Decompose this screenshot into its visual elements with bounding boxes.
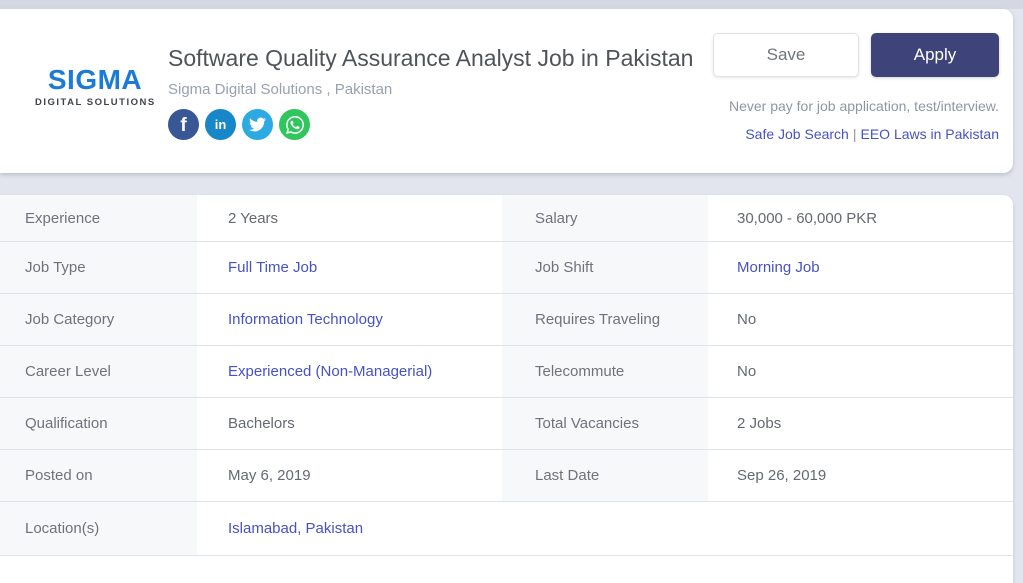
- career-level-link[interactable]: Experienced (Non-Managerial): [228, 363, 433, 380]
- table-row-qualification-vacancies: Qualification Bachelors Total Vacancies …: [0, 398, 1013, 450]
- safety-links: Safe Job Search | EEO Laws in Pakistan: [713, 126, 999, 142]
- apply-button[interactable]: Apply: [871, 33, 999, 77]
- table-row-jobtype-jobshift: Job Type Full Time Job Job Shift Morning…: [0, 242, 1013, 294]
- job-details-table: Experience 2 Years Salary 30,000 - 60,00…: [0, 195, 1013, 583]
- table-row-locations: Location(s) Islamabad, Pakistan: [0, 502, 1013, 556]
- save-button[interactable]: Save: [713, 33, 859, 77]
- header-actions: Save Apply Never pay for job application…: [713, 33, 999, 142]
- table-row-experience-salary: Experience 2 Years Salary 30,000 - 60,00…: [0, 195, 1013, 242]
- table-row-careerlevel-telecommute: Career Level Experienced (Non-Managerial…: [0, 346, 1013, 398]
- page-title: Software Quality Assurance Analyst Job i…: [168, 45, 694, 71]
- company-logo-name: SIGMA: [47, 64, 143, 95]
- links-separator: |: [852, 126, 857, 142]
- detail-label: Telecommute: [502, 346, 708, 397]
- detail-label: Experience: [0, 195, 197, 241]
- whatsapp-share-icon[interactable]: [279, 109, 310, 140]
- detail-value: Bachelors: [228, 415, 295, 432]
- detail-label: Salary: [502, 195, 708, 241]
- detail-value: Sep 26, 2019: [737, 467, 827, 484]
- detail-value: May 6, 2019: [228, 467, 311, 484]
- action-buttons: Save Apply: [713, 33, 999, 77]
- detail-label: Total Vacancies: [502, 398, 708, 449]
- twitter-share-icon[interactable]: [242, 109, 273, 140]
- detail-label: Last Date: [502, 450, 708, 501]
- page-top-strip: [0, 0, 1023, 9]
- company-logo-tagline: DIGITAL SOLUTIONS: [35, 97, 156, 108]
- detail-value: 30,000 - 60,000 PKR: [737, 209, 878, 227]
- company-logo: SIGMA DIGITAL SOLUTIONS: [35, 64, 156, 109]
- detail-label: Job Shift: [502, 242, 708, 293]
- detail-label: Posted on: [0, 450, 197, 501]
- detail-value: No: [737, 311, 757, 328]
- detail-value: 2 Years: [228, 209, 279, 227]
- job-header-text: Software Quality Assurance Analyst Job i…: [168, 43, 693, 140]
- twitter-bird-icon: [249, 117, 266, 132]
- detail-label: Qualification: [0, 398, 197, 449]
- detail-label: Job Category: [0, 294, 197, 345]
- job-shift-link[interactable]: Morning Job: [737, 259, 820, 276]
- job-type-link[interactable]: Full Time Job: [228, 259, 318, 276]
- detail-value: 2 Jobs: [737, 415, 782, 432]
- location-link[interactable]: Islamabad, Pakistan: [228, 520, 364, 537]
- job-header-card: SIGMA DIGITAL SOLUTIONS Software Quality…: [0, 9, 1013, 173]
- table-row-posted-lastdate: Posted on May 6, 2019 Last Date Sep 26, …: [0, 450, 1013, 502]
- never-pay-disclaimer: Never pay for job application, test/inte…: [728, 98, 999, 114]
- job-category-link[interactable]: Information Technology: [228, 311, 383, 328]
- company-location-subtitle: Sigma Digital Solutions , Pakistan: [168, 81, 393, 98]
- detail-value: No: [737, 363, 757, 380]
- linkedin-share-icon[interactable]: in: [205, 109, 236, 140]
- social-share-bar: f in: [168, 109, 693, 140]
- eeo-laws-link[interactable]: EEO Laws in Pakistan: [860, 126, 999, 142]
- detail-label: Career Level: [0, 346, 197, 397]
- detail-label: Requires Traveling: [502, 294, 708, 345]
- linkedin-glyph: in: [214, 117, 227, 132]
- facebook-glyph: f: [180, 114, 187, 136]
- safe-job-search-link[interactable]: Safe Job Search: [745, 126, 849, 142]
- detail-label: Location(s): [0, 502, 197, 555]
- detail-label: Job Type: [0, 242, 197, 293]
- whatsapp-phone-icon: [285, 115, 304, 134]
- table-row-category-traveling: Job Category Information Technology Requ…: [0, 294, 1013, 346]
- facebook-share-icon[interactable]: f: [168, 109, 199, 140]
